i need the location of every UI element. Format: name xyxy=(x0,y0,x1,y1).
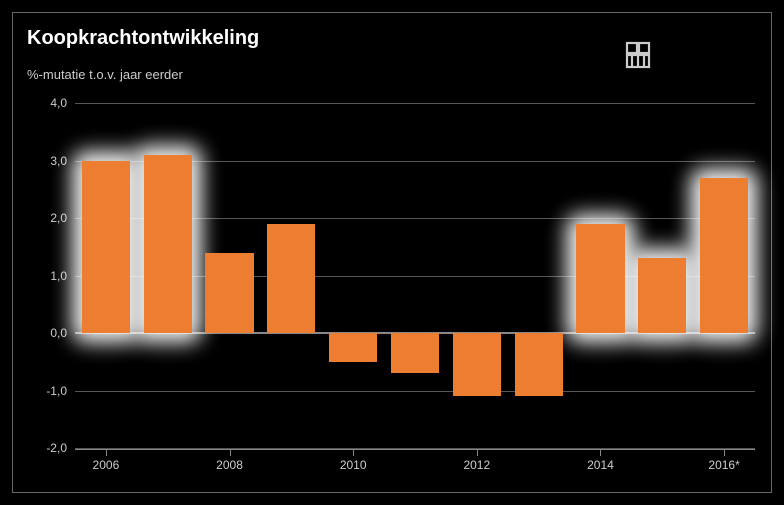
bar xyxy=(515,333,563,396)
x-tick xyxy=(106,450,107,456)
gridline xyxy=(75,391,755,392)
x-tick xyxy=(477,450,478,456)
bar xyxy=(144,155,192,333)
bar xyxy=(453,333,501,396)
bar xyxy=(329,333,377,362)
x-tick-label: 2014 xyxy=(587,458,614,472)
plot-area: -2,0-1,00,01,02,03,04,020062008201020122… xyxy=(75,103,755,448)
bar xyxy=(205,253,253,334)
chart-subtitle: %-mutatie t.o.v. jaar eerder xyxy=(27,67,183,82)
bar xyxy=(267,224,315,333)
x-tick-label: 2016* xyxy=(708,458,739,472)
y-tick-label: 0,0 xyxy=(50,326,67,340)
gridline xyxy=(75,103,755,104)
y-tick-label: -2,0 xyxy=(46,441,67,455)
y-tick-label: 3,0 xyxy=(50,154,67,168)
y-tick-label: 1,0 xyxy=(50,269,67,283)
cbs-logo xyxy=(625,41,651,74)
x-tick-label: 2008 xyxy=(216,458,243,472)
bar xyxy=(576,224,624,333)
chart-title: Koopkrachtontwikkeling xyxy=(27,27,259,50)
bar xyxy=(391,333,439,373)
x-tick xyxy=(724,450,725,456)
y-tick-label: 2,0 xyxy=(50,211,67,225)
y-tick-label: -1,0 xyxy=(46,384,67,398)
x-tick xyxy=(353,450,354,456)
x-tick-label: 2010 xyxy=(340,458,367,472)
x-tick xyxy=(600,450,601,456)
bar xyxy=(82,161,130,334)
x-axis: 200620082010201220142016* xyxy=(75,449,755,450)
chart-frame: Koopkrachtontwikkeling %-mutatie t.o.v. … xyxy=(12,12,772,493)
bar xyxy=(638,258,686,333)
bar xyxy=(700,178,748,333)
x-tick xyxy=(230,450,231,456)
x-tick-label: 2006 xyxy=(93,458,120,472)
x-tick-label: 2012 xyxy=(463,458,490,472)
y-tick-label: 4,0 xyxy=(50,96,67,110)
